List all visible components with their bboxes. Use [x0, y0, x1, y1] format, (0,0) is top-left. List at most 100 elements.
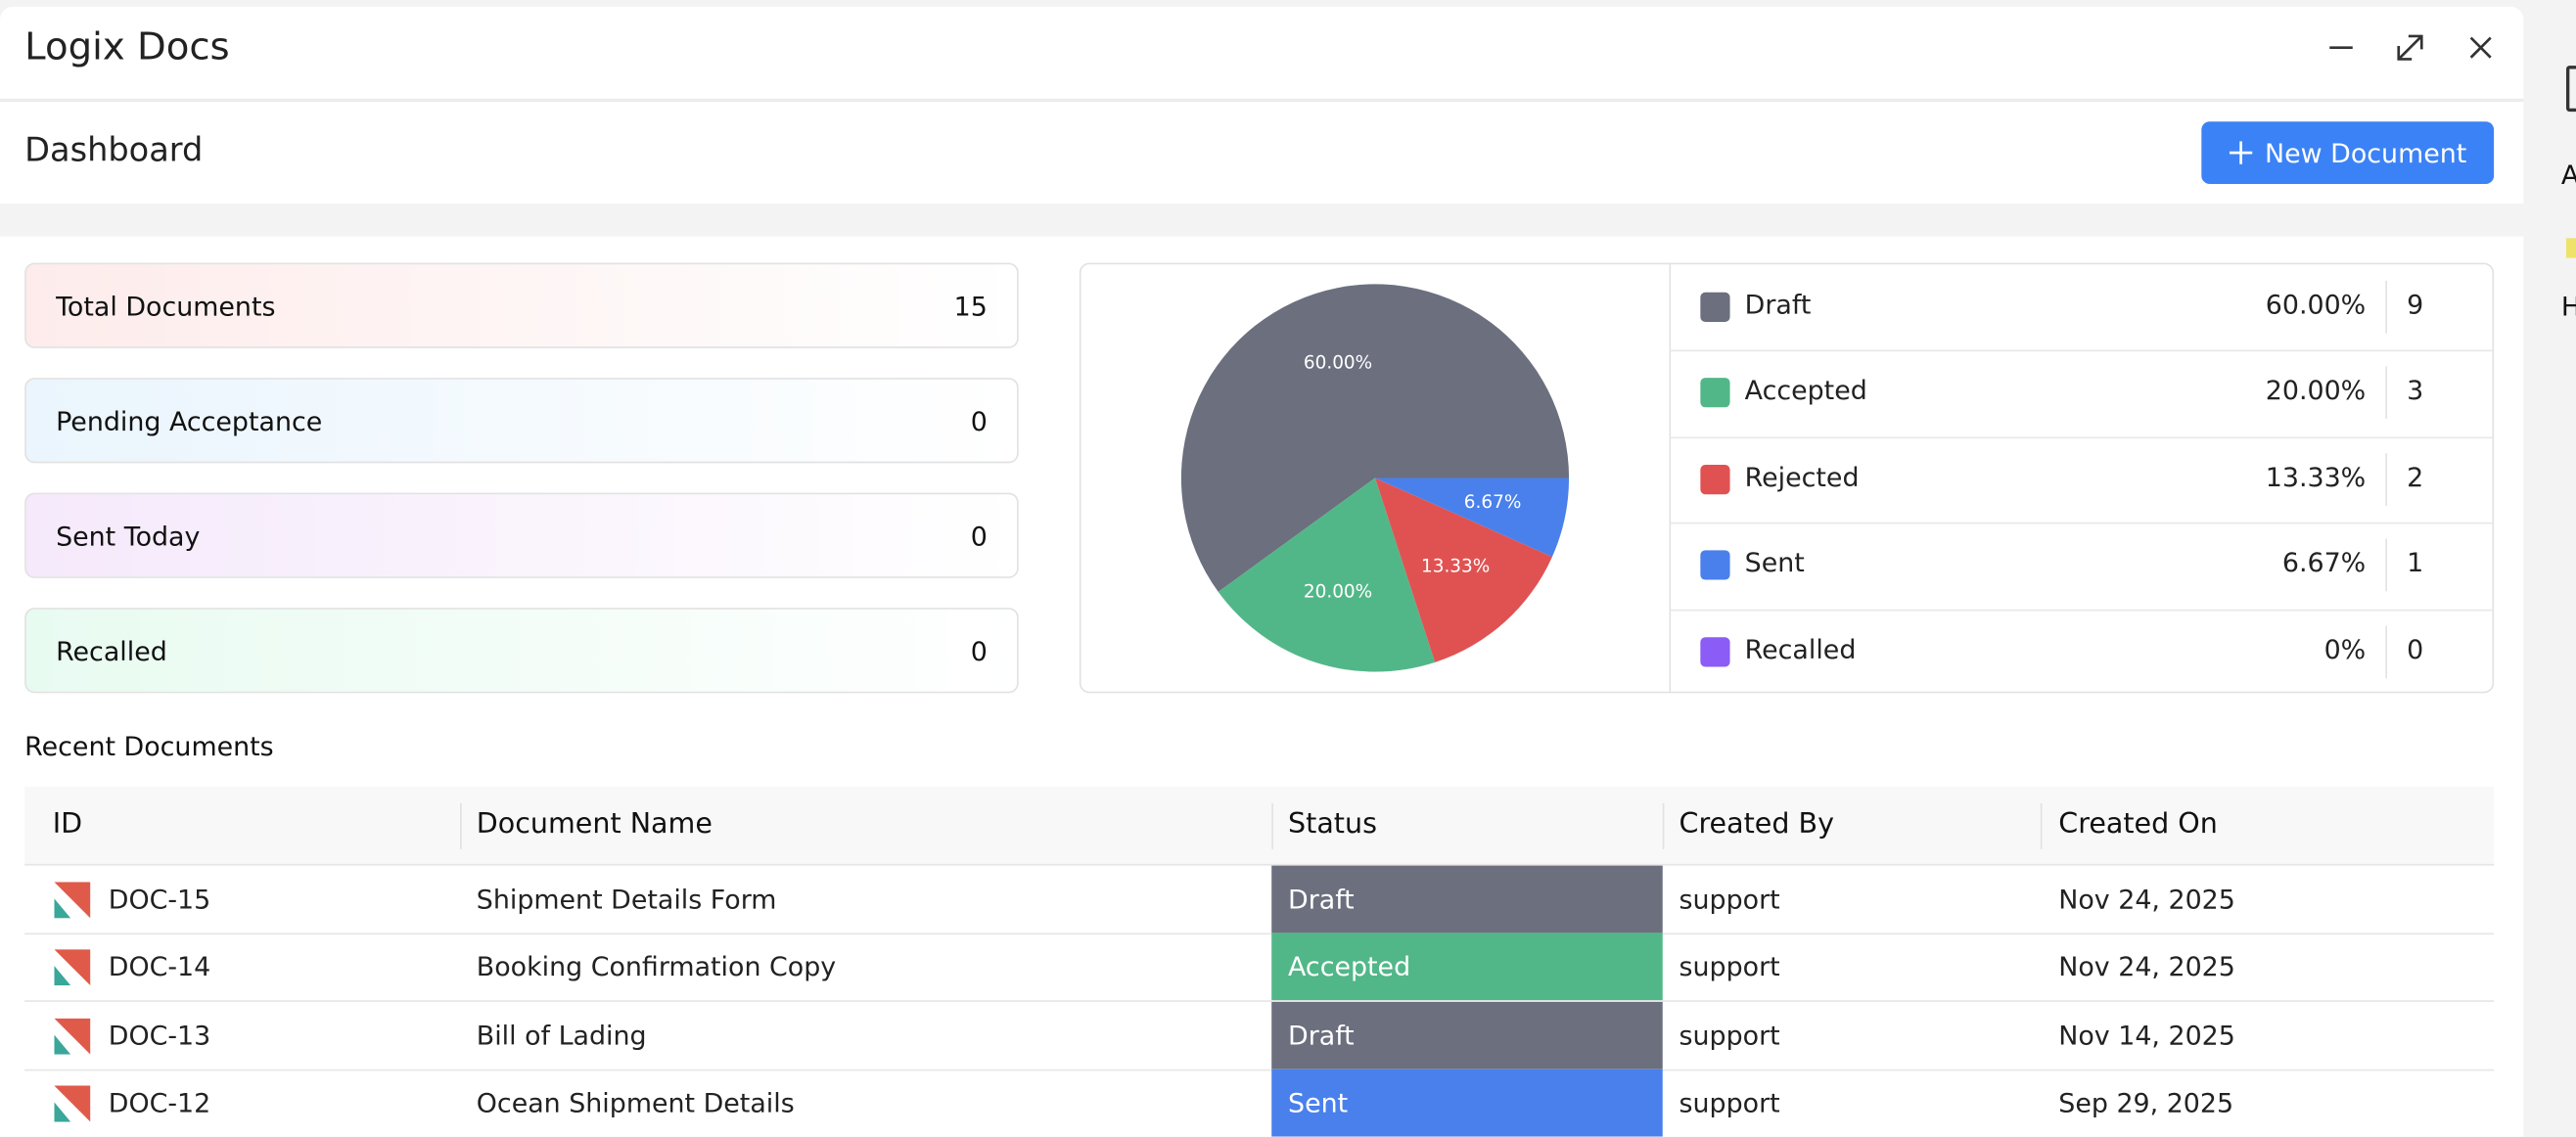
slice-label: 60.00%: [1304, 353, 1372, 374]
table-cell: Nov 24, 2025: [2058, 884, 2235, 915]
row-divider: [24, 1069, 2495, 1070]
legend-label: Sent: [1744, 547, 1805, 579]
pie-slice: [1218, 478, 1436, 672]
legend-divider: [2385, 452, 2388, 506]
divider: [0, 98, 2524, 103]
table-cell: DOC-13: [108, 1019, 211, 1051]
legend-divider: [2385, 538, 2388, 592]
desktop-icon: [2565, 66, 2576, 113]
stat-value: 15: [953, 290, 988, 322]
column-header: ID: [52, 807, 83, 841]
table-cell: support: [1679, 1019, 1780, 1051]
desktop-label: H: [2561, 291, 2576, 322]
doc-icon: [54, 1085, 91, 1122]
legend-swatch: [1700, 550, 1730, 580]
status-label: Draft: [1288, 884, 1355, 915]
table-cell: Bill of Lading: [476, 1019, 647, 1051]
stat-value: 0: [970, 634, 988, 666]
table-cell: DOC-12: [108, 1087, 211, 1118]
table-cell: support: [1679, 951, 1780, 983]
pie-slice: [1374, 478, 1570, 558]
status-cell: [1271, 932, 1663, 1001]
table-cell: support: [1679, 1087, 1780, 1118]
column-header: Document Name: [476, 807, 713, 841]
slice-label: 6.67%: [1464, 492, 1522, 513]
table-cell: Sep 29, 2025: [2058, 1087, 2234, 1118]
stat-card: Sent Today 0: [24, 492, 1019, 578]
status-cell: [1271, 1069, 1663, 1137]
button-label: New Document: [2265, 137, 2467, 169]
legend-swatch: [1700, 464, 1730, 494]
table-title: Recent Documents: [24, 730, 274, 762]
table-cell: Nov 14, 2025: [2058, 1019, 2235, 1051]
legend-percent: 60.00%: [2265, 289, 2367, 321]
stat-label: Total Documents: [56, 290, 276, 322]
stat-value: 0: [970, 520, 988, 552]
stat-label: Sent Today: [56, 520, 201, 552]
row-divider: [24, 932, 2495, 935]
legend-divider: [1671, 523, 2493, 524]
stat-card: Recalled 0: [24, 608, 1019, 694]
pie-slice: [1180, 284, 1570, 592]
column-divider: [1271, 802, 1273, 849]
legend-swatch: [1700, 636, 1730, 666]
row-divider: [24, 1000, 2495, 1003]
desktop-icon: [2565, 238, 2576, 258]
legend-percent: 0%: [2323, 633, 2367, 665]
legend-percent: 13.33%: [2265, 461, 2367, 493]
desktop-label: A: [2561, 159, 2576, 191]
doc-icon: [54, 882, 91, 919]
legend-divider: [1671, 609, 2493, 611]
page-title: Dashboard: [24, 129, 204, 169]
legend-label: Draft: [1744, 289, 1812, 321]
stat-card: Total Documents 15: [24, 262, 1019, 348]
table-cell: Ocean Shipment Details: [476, 1087, 795, 1118]
table-cell: DOC-15: [108, 884, 211, 915]
pie-slice: [1374, 478, 1552, 662]
legend-count: 0: [2407, 633, 2424, 665]
column-divider: [460, 802, 462, 849]
legend-count: 3: [2407, 375, 2424, 407]
plus-icon: [2229, 141, 2252, 164]
legend-divider: [2385, 366, 2388, 420]
table-cell: Shipment Details Form: [476, 884, 777, 915]
maximize[interactable]: [2397, 34, 2423, 61]
table-cell: Nov 24, 2025: [2058, 951, 2235, 983]
legend-swatch: [1700, 378, 1730, 408]
slice-label: 13.33%: [1421, 557, 1490, 577]
legend-label: Accepted: [1744, 375, 1867, 407]
legend-percent: 20.00%: [2265, 375, 2367, 407]
slice-label: 20.00%: [1304, 581, 1372, 602]
doc-icon-shape: [54, 882, 91, 919]
column-header: Status: [1288, 807, 1377, 841]
doc-icon: [54, 949, 91, 986]
legend-label: Recalled: [1744, 633, 1857, 665]
spacer: [0, 204, 2524, 237]
status-label: Accepted: [1288, 951, 1411, 983]
legend-count: 1: [2407, 547, 2424, 579]
window-controls: [2329, 34, 2492, 61]
table-cell: Booking Confirmation Copy: [476, 951, 837, 983]
column-header: Created On: [2058, 807, 2218, 841]
new-document-button[interactable]: New Document: [2201, 121, 2495, 185]
stat-label: Recalled: [56, 634, 167, 666]
stat-value: 0: [970, 404, 988, 436]
doc-icon: [54, 1018, 91, 1054]
column-divider: [1662, 802, 1665, 849]
legend-percent: 6.67%: [2281, 547, 2367, 579]
legend-divider: [2385, 281, 2388, 334]
app-title: Logix Docs: [24, 25, 230, 69]
doc-icon-shape: [54, 1085, 91, 1122]
table-cell: DOC-14: [108, 951, 211, 983]
close[interactable]: [2469, 36, 2492, 59]
stat-card: Pending Acceptance 0: [24, 378, 1019, 464]
column-header: Created By: [1679, 807, 1834, 841]
table-header: [24, 787, 2495, 866]
chart-panel: [1079, 262, 2495, 694]
legend-divider: [1671, 350, 2493, 352]
legend-divider: [2385, 624, 2388, 678]
status-cell: [1271, 1001, 1663, 1069]
status-cell: [1271, 865, 1663, 933]
column-divider: [2040, 802, 2043, 849]
